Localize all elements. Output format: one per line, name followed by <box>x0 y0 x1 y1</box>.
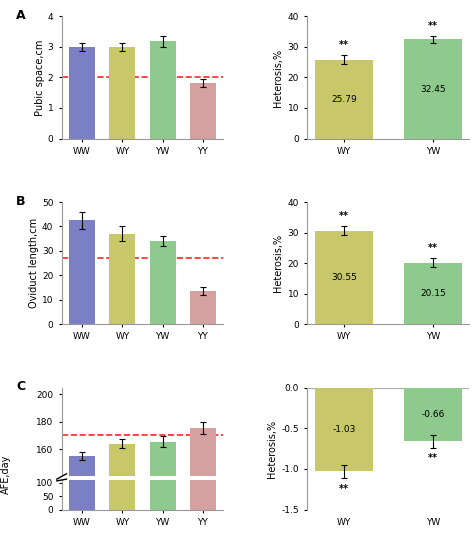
Bar <box>109 444 136 548</box>
Bar <box>404 387 462 441</box>
Text: 32.45: 32.45 <box>420 84 446 94</box>
Y-axis label: Heterosis,%: Heterosis,% <box>267 420 277 478</box>
Text: **: ** <box>428 21 438 31</box>
Bar <box>109 47 136 139</box>
Bar <box>150 442 176 548</box>
Bar <box>109 465 136 510</box>
Text: **: ** <box>339 483 349 494</box>
Bar <box>315 60 373 139</box>
Text: 20.15: 20.15 <box>420 289 446 298</box>
Y-axis label: Pubic space,cm: Pubic space,cm <box>35 39 45 116</box>
Bar <box>404 262 462 324</box>
Bar <box>150 42 176 139</box>
Bar <box>190 463 216 510</box>
Text: B: B <box>16 195 26 208</box>
Text: **: ** <box>339 212 349 221</box>
Bar <box>69 456 95 548</box>
Bar <box>150 465 176 510</box>
Y-axis label: Heterosis,%: Heterosis,% <box>273 234 283 292</box>
Bar <box>404 39 462 139</box>
Text: A: A <box>16 9 26 22</box>
Text: C: C <box>16 380 26 393</box>
Bar <box>315 231 373 324</box>
Text: -1.03: -1.03 <box>332 425 356 434</box>
Text: **: ** <box>339 41 349 50</box>
Bar <box>69 47 95 139</box>
Text: **: ** <box>428 454 438 464</box>
Bar <box>69 220 95 324</box>
Text: -0.66: -0.66 <box>421 410 445 419</box>
Y-axis label: Oviduct length,cm: Oviduct length,cm <box>29 218 39 308</box>
Text: 25.79: 25.79 <box>331 95 357 104</box>
Bar <box>190 83 216 139</box>
Bar <box>190 291 216 324</box>
Text: AFE,day: AFE,day <box>0 454 11 494</box>
Y-axis label: Heterosis,%: Heterosis,% <box>273 48 283 106</box>
Bar <box>150 241 176 324</box>
Bar <box>315 387 373 471</box>
Bar <box>69 468 95 510</box>
Text: 30.55: 30.55 <box>331 273 357 282</box>
Text: **: ** <box>428 243 438 253</box>
Bar <box>190 428 216 548</box>
Bar <box>109 234 136 324</box>
